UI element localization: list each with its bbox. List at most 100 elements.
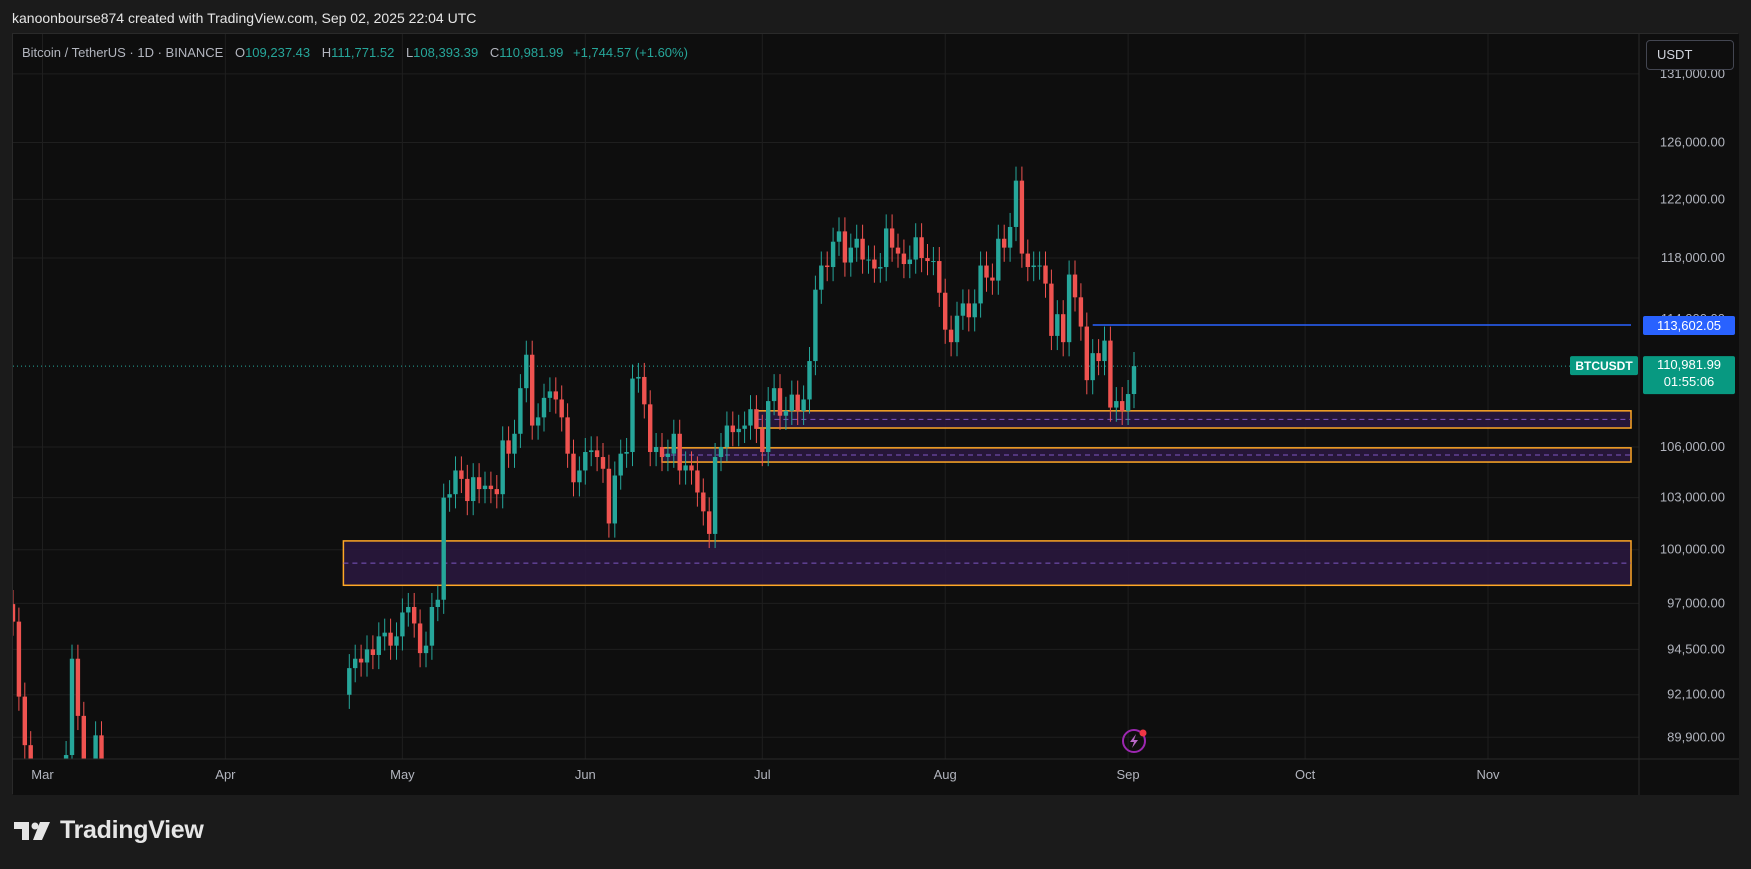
candle[interactable]	[665, 453, 671, 458]
price-chart[interactable]: 131,000.00126,000.00122,000.00118,000.00…	[13, 34, 1739, 795]
candle[interactable]	[1078, 297, 1084, 327]
candle[interactable]	[630, 378, 635, 453]
candle[interactable]	[642, 376, 647, 405]
candle[interactable]	[1031, 265, 1036, 268]
candle[interactable]	[1066, 274, 1072, 343]
candle[interactable]	[842, 231, 848, 263]
candle[interactable]	[960, 303, 966, 316]
candle[interactable]	[494, 489, 499, 495]
candle[interactable]	[813, 289, 818, 362]
candle[interactable]	[1061, 314, 1066, 343]
candle[interactable]	[412, 607, 417, 624]
candle[interactable]	[1131, 366, 1137, 395]
candle[interactable]	[872, 259, 877, 269]
candle[interactable]	[825, 265, 830, 268]
candle[interactable]	[1102, 340, 1107, 362]
candle[interactable]	[854, 238, 859, 248]
candle[interactable]	[447, 494, 452, 498]
candle[interactable]	[500, 440, 505, 495]
candle[interactable]	[400, 612, 405, 637]
support-zone[interactable]	[755, 410, 1632, 429]
candle[interactable]	[594, 450, 600, 458]
candle[interactable]	[860, 238, 865, 260]
candle[interactable]	[512, 433, 517, 454]
candle[interactable]	[1096, 353, 1101, 362]
candle[interactable]	[28, 745, 33, 759]
candle[interactable]	[771, 388, 777, 402]
candle[interactable]	[16, 621, 22, 697]
lightning-icon[interactable]	[1122, 729, 1147, 753]
candle[interactable]	[435, 599, 440, 608]
candle[interactable]	[417, 623, 423, 654]
candle[interactable]	[948, 329, 954, 343]
candle[interactable]	[966, 303, 971, 318]
support-zones[interactable]	[342, 410, 1632, 587]
candle[interactable]	[612, 475, 617, 524]
chart-pane[interactable]: 131,000.00 126,000.00 122,000.00 118,000.00…	[12, 33, 1739, 795]
candle[interactable]	[925, 258, 930, 262]
candle[interactable]	[889, 228, 895, 248]
candle[interactable]	[482, 485, 488, 490]
candle[interactable]	[748, 409, 753, 426]
candle[interactable]	[376, 636, 381, 655]
candle[interactable]	[836, 231, 842, 242]
candle[interactable]	[75, 658, 81, 716]
candle[interactable]	[1108, 340, 1113, 408]
candle[interactable]	[819, 265, 824, 290]
candle[interactable]	[1114, 401, 1119, 408]
candle[interactable]	[459, 470, 464, 479]
candle[interactable]	[471, 477, 476, 502]
candle[interactable]	[364, 649, 370, 663]
candle[interactable]	[878, 267, 883, 269]
candle[interactable]	[600, 457, 606, 469]
candle[interactable]	[718, 447, 724, 458]
candle[interactable]	[1120, 401, 1125, 411]
candle[interactable]	[1090, 353, 1095, 381]
candle[interactable]	[931, 261, 936, 263]
candle[interactable]	[22, 696, 27, 746]
candle[interactable]	[996, 238, 1001, 281]
candle[interactable]	[766, 401, 771, 453]
candle[interactable]	[465, 478, 470, 502]
time-axis[interactable]: Mar Apr May Jun Jul Aug Sep Oct Nov	[31, 767, 1500, 782]
candle[interactable]	[1025, 253, 1030, 268]
candle[interactable]	[606, 468, 612, 524]
currency-button[interactable]: USDT	[1646, 40, 1734, 70]
candle[interactable]	[1037, 265, 1042, 267]
candle[interactable]	[69, 658, 75, 756]
candle[interactable]	[429, 607, 435, 646]
candle[interactable]	[689, 465, 694, 471]
candle[interactable]	[760, 428, 765, 453]
candle[interactable]	[476, 477, 482, 490]
candle[interactable]	[830, 241, 836, 268]
candle[interactable]	[1055, 314, 1060, 336]
symbol-legend[interactable]: Bitcoin / TetherUS · 1D · BINANCE O109,2…	[22, 45, 688, 60]
candle[interactable]	[907, 259, 912, 265]
candle[interactable]	[358, 658, 364, 663]
candle[interactable]	[895, 247, 901, 254]
candle[interactable]	[547, 391, 553, 398]
candle[interactable]	[653, 447, 659, 453]
candles[interactable]	[13, 166, 1137, 759]
candle[interactable]	[370, 649, 376, 655]
candle[interactable]	[724, 425, 730, 448]
candle[interactable]	[1007, 226, 1013, 248]
candle[interactable]	[530, 354, 535, 426]
candle[interactable]	[624, 452, 629, 454]
candle[interactable]	[388, 632, 393, 646]
candle[interactable]	[453, 470, 458, 495]
candle[interactable]	[1013, 180, 1019, 227]
price-axis[interactable]: 131,000.00126,000.00122,000.00118,000.00…	[1660, 66, 1725, 744]
candle[interactable]	[913, 237, 918, 260]
candle[interactable]	[589, 450, 594, 453]
candle[interactable]	[677, 433, 682, 471]
candle[interactable]	[524, 354, 529, 389]
candle[interactable]	[866, 259, 871, 261]
candle[interactable]	[506, 440, 511, 454]
candle[interactable]	[441, 497, 446, 600]
candle[interactable]	[518, 388, 523, 434]
candle[interactable]	[1043, 265, 1048, 284]
candle[interactable]	[777, 388, 783, 416]
candle[interactable]	[730, 425, 735, 433]
candle[interactable]	[712, 457, 718, 534]
